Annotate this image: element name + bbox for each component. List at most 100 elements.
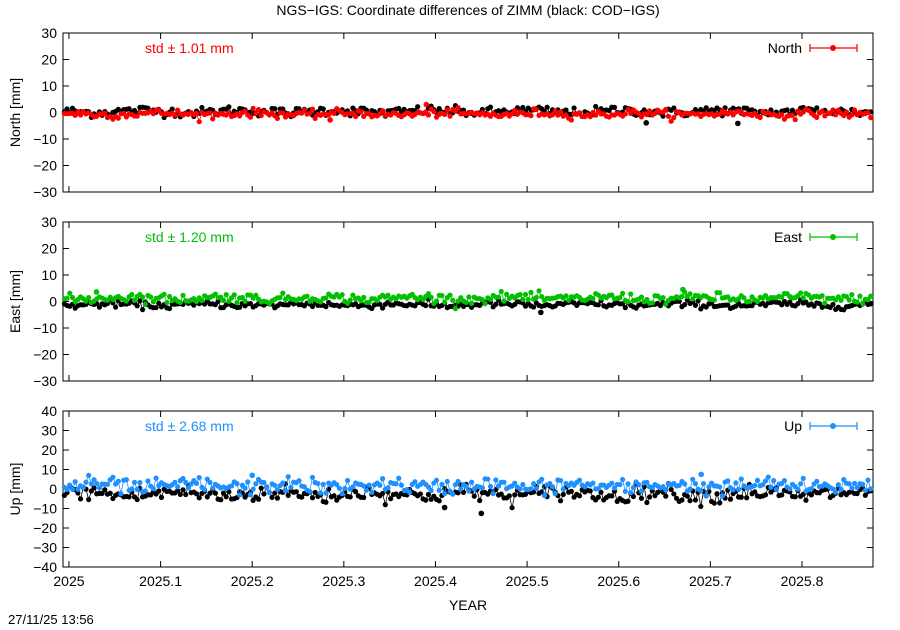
legend-label: Up xyxy=(784,418,802,434)
data-point xyxy=(172,112,178,118)
std-annotation: std ± 1.01 mm xyxy=(145,40,234,56)
data-point-outlier xyxy=(698,471,704,478)
data-point-outlier xyxy=(249,472,256,479)
data-point xyxy=(199,104,205,111)
data-connector xyxy=(541,479,545,496)
y-tick-label: 10 xyxy=(41,78,57,94)
y-tick-label: 20 xyxy=(41,442,57,458)
y-axis-label: East [mm] xyxy=(7,270,23,333)
y-tick-label: 20 xyxy=(41,241,57,257)
y-tick-label: 0 xyxy=(49,481,57,497)
data-point xyxy=(199,297,205,304)
y-axis-label: Up [mm] xyxy=(7,463,23,516)
data-connector xyxy=(643,486,648,503)
data-point xyxy=(231,292,237,298)
data-point xyxy=(868,115,874,121)
data-point-outlier xyxy=(93,289,100,295)
y-tick-label: 0 xyxy=(49,105,57,121)
data-point-outlier xyxy=(538,309,544,316)
data-point-outlier xyxy=(735,120,741,127)
series-east xyxy=(61,286,874,312)
x-tick-label: 2025.6 xyxy=(597,573,640,589)
data-point xyxy=(868,301,874,307)
timestamp: 27/11/25 13:56 xyxy=(8,612,94,627)
y-tick-label: −20 xyxy=(33,520,57,536)
panel-north: 30 20 10 0 −10 −20 −30 North [mm] std ± 1.01 mm N… xyxy=(7,25,874,200)
x-tick-label: 2025.4 xyxy=(414,573,457,589)
data-point xyxy=(153,304,159,311)
data-point-outlier xyxy=(441,504,448,511)
y-tick-label: 30 xyxy=(41,214,57,230)
y-axis-label: North [mm] xyxy=(7,78,23,147)
data-point xyxy=(247,114,254,120)
x-tick-label: 2025.8 xyxy=(781,573,824,589)
data-point xyxy=(868,486,874,492)
y-tick-label: −30 xyxy=(33,184,57,200)
std-annotation: std ± 1.20 mm xyxy=(145,229,234,245)
y-tick-label: −20 xyxy=(33,347,57,363)
series-north xyxy=(61,101,874,125)
x-tick-label: 2025.2 xyxy=(231,573,274,589)
data-point xyxy=(139,294,146,300)
x-tick-label: 2025.7 xyxy=(689,573,732,589)
y-tick-label: 10 xyxy=(41,267,57,283)
legend-label: North xyxy=(768,40,802,56)
x-tick-label: 2025.5 xyxy=(506,573,549,589)
data-point xyxy=(150,486,156,492)
std-annotation: std ± 2.68 mm xyxy=(145,418,234,434)
data-point xyxy=(172,479,178,485)
data-point-outlier xyxy=(478,510,485,517)
data-point xyxy=(142,301,148,308)
data-point xyxy=(245,479,251,485)
chart-panels: 30 20 10 0 −10 −20 −30 North [mm] std ± 1.01 mm N… xyxy=(7,25,874,589)
y-tick-label: −10 xyxy=(33,320,57,336)
data-point xyxy=(250,486,256,492)
data-point xyxy=(156,488,162,494)
data-point-outlier xyxy=(423,101,430,108)
panel-east: 30 20 10 0 −10 −20 −30 East [mm] std ± 1.20 mm Ea… xyxy=(7,214,874,389)
data-point xyxy=(166,305,173,312)
y-tick-label: 30 xyxy=(41,25,57,41)
chart-title: NGS−IGS: Coordinate differences of ZIMM … xyxy=(276,2,659,18)
data-point xyxy=(234,300,240,306)
y-tick-label: −10 xyxy=(33,131,57,147)
y-tick-label: 40 xyxy=(41,403,57,419)
data-point xyxy=(215,298,221,305)
y-tick-label: −40 xyxy=(33,559,57,575)
series-up xyxy=(61,471,874,499)
y-tick-label: 30 xyxy=(41,423,57,439)
y-tick-label: −30 xyxy=(33,540,57,556)
y-tick-label: 10 xyxy=(41,462,57,478)
legend-marker xyxy=(830,45,836,51)
data-point xyxy=(509,505,515,511)
data-point xyxy=(137,479,143,486)
data-point xyxy=(137,298,143,304)
data-point xyxy=(142,488,148,494)
data-point xyxy=(202,487,208,493)
data-point xyxy=(247,492,254,498)
x-tick-label: 2025 xyxy=(53,573,84,589)
legend-marker xyxy=(830,423,836,429)
data-point xyxy=(153,475,159,481)
data-point xyxy=(139,307,146,313)
y-tick-label: 20 xyxy=(41,52,57,68)
data-point xyxy=(212,490,218,496)
data-point xyxy=(218,497,224,503)
y-tick-label: 0 xyxy=(49,294,57,310)
y-tick-label: −10 xyxy=(33,501,57,517)
x-axis-label: YEAR xyxy=(449,597,487,613)
x-tick-label: 2025.3 xyxy=(322,573,365,589)
x-tick-label: 2025.1 xyxy=(139,573,182,589)
data-point-outlier xyxy=(680,286,686,293)
legend-marker xyxy=(830,234,836,240)
data-point xyxy=(868,293,874,299)
data-point xyxy=(234,481,240,487)
y-tick-label: −30 xyxy=(33,373,57,389)
data-point-outlier xyxy=(643,120,650,126)
y-tick-label: −20 xyxy=(33,158,57,174)
data-point xyxy=(183,479,189,486)
data-point xyxy=(183,491,189,498)
data-point xyxy=(169,106,175,112)
